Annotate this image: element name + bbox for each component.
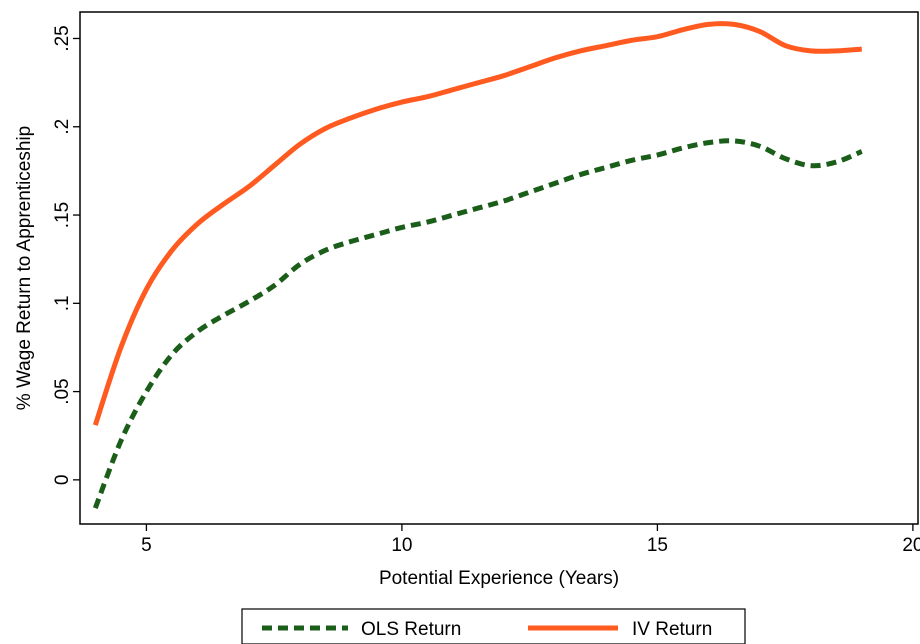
y-axis-title: % Wage Return to Apprenticeship [14, 126, 35, 410]
x-tick-label: 20 [902, 535, 920, 556]
y-axis: 0 .05 .1 .15 .2 .25 [52, 25, 80, 485]
ols-return-line [92, 138, 863, 509]
legend: OLS Return IV Return [241, 608, 746, 644]
legend-label-ols: OLS Return [361, 619, 461, 640]
x-tick-label: 5 [141, 535, 152, 556]
y-tick-label: 0 [52, 475, 73, 486]
x-axis: 5 10 15 20 [141, 524, 920, 556]
series-layer [92, 21, 863, 509]
x-tick-label: 10 [391, 535, 412, 556]
legend-box [241, 608, 746, 644]
iv-return-line [92, 21, 862, 426]
legend-label-iv: IV Return [632, 619, 712, 640]
x-axis-title: Potential Experience (Years) [379, 568, 619, 589]
y-tick-label: .2 [52, 119, 73, 135]
y-tick-label: .15 [52, 202, 73, 228]
x-tick-label: 15 [647, 535, 668, 556]
y-tick-label: .05 [52, 378, 73, 404]
y-tick-label: .25 [52, 25, 73, 51]
plot-frame [79, 11, 919, 525]
y-tick-label: .1 [52, 295, 73, 311]
